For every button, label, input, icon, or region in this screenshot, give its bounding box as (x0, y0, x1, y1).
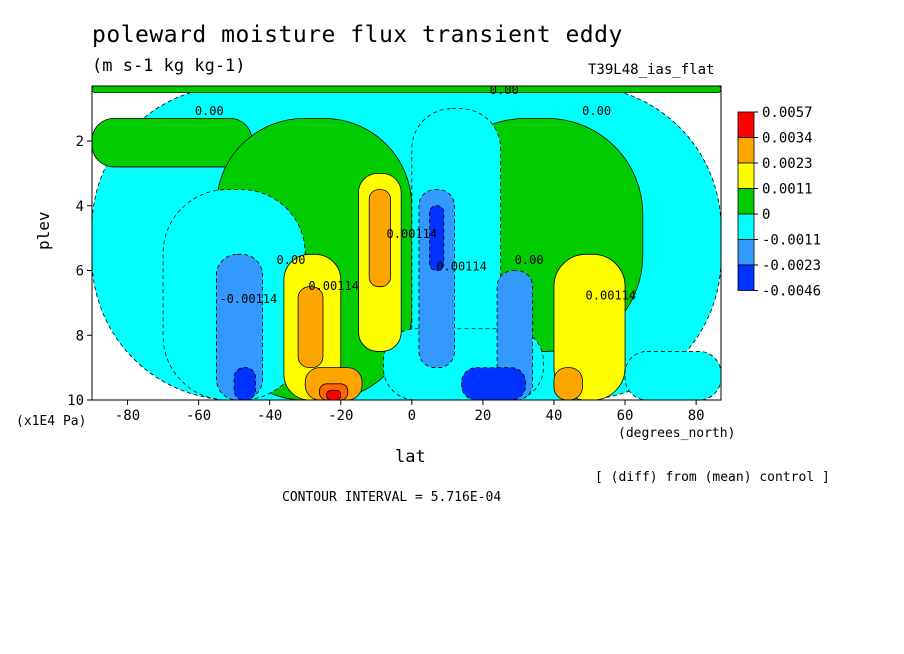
y-tick-label: 6 (76, 264, 84, 280)
x-axis-label: lat (395, 447, 426, 467)
x-tick-label: 0 (408, 408, 416, 424)
contour-label: -0.00114 (219, 292, 277, 306)
x-tick-label: -60 (186, 408, 211, 424)
contour-region (92, 86, 721, 93)
contour-label: 0.00114 (387, 227, 438, 241)
y-tick-label: 4 (76, 199, 84, 215)
legend-label: -0.0023 (762, 258, 821, 274)
x-axis-unit: (degrees_north) (618, 426, 736, 441)
contour-region (553, 253, 626, 400)
contour-label: 0.00 (515, 253, 544, 267)
contour-region (92, 117, 253, 168)
contour-region (297, 286, 324, 369)
legend-swatch (737, 111, 755, 138)
legend-label: -0.0011 (762, 233, 821, 249)
x-tick-label: -80 (115, 408, 140, 424)
x-tick-label: 80 (688, 408, 705, 424)
contour-interval-label: CONTOUR INTERVAL = 5.716E-04 (282, 490, 502, 505)
chart-title: poleward moisture flux transient eddy (92, 22, 623, 48)
legend-swatch (737, 239, 755, 266)
contour-label: 0.00114 (308, 279, 359, 293)
contour-region (233, 367, 256, 400)
x-tick-label: 60 (617, 408, 634, 424)
legend-swatch (737, 213, 755, 240)
legend-swatch (737, 137, 755, 164)
model-label: T39L48_ias_flat (588, 62, 715, 78)
contour-region (461, 367, 526, 400)
legend-label: 0 (762, 207, 770, 223)
x-tick-label: -20 (328, 408, 353, 424)
contour-field: 0.000.000.000.000.00 0.000.001140.001140.… (92, 75, 721, 400)
contour-label: 0.00 (390, 75, 419, 89)
contour-region (326, 389, 342, 400)
x-tick-label: 40 (546, 408, 563, 424)
contour-label: 0.00 (195, 104, 224, 118)
legend-label: 0.0011 (762, 182, 813, 198)
chart-units: (m s-1 kg kg-1) (92, 56, 246, 76)
y-tick-label: 10 (67, 393, 84, 409)
difference-note: [ (diff) from (mean) control ] (595, 470, 830, 485)
contour-region (418, 189, 455, 369)
contour-label: 0.00114 (436, 260, 487, 274)
legend-swatch (737, 162, 755, 189)
contour-label: 0.00 (277, 253, 306, 267)
contour-region (553, 367, 583, 400)
contour-label: 0.00 (582, 104, 611, 118)
contour-region (429, 205, 445, 271)
contour-label: 0.00 (490, 83, 519, 97)
contour-region (215, 253, 263, 400)
y-tick-label: 8 (76, 328, 84, 344)
legend-swatch (737, 264, 755, 291)
y-axis-unit: (x1E4 Pa) (16, 414, 87, 429)
legend-swatch (737, 188, 755, 215)
legend-label: -0.0046 (762, 284, 821, 300)
x-tick-label: -40 (257, 408, 282, 424)
legend-label: 0.0034 (762, 131, 813, 147)
contour-region (624, 351, 721, 400)
legend-label: 0.0057 (762, 105, 813, 121)
contour-label: 0.00114 (586, 289, 637, 303)
legend-label: 0.0023 (762, 156, 813, 172)
plot-frame (91, 85, 722, 401)
x-tick-label: 20 (474, 408, 491, 424)
contour-region (368, 189, 391, 288)
y-tick-label: 2 (76, 134, 84, 150)
